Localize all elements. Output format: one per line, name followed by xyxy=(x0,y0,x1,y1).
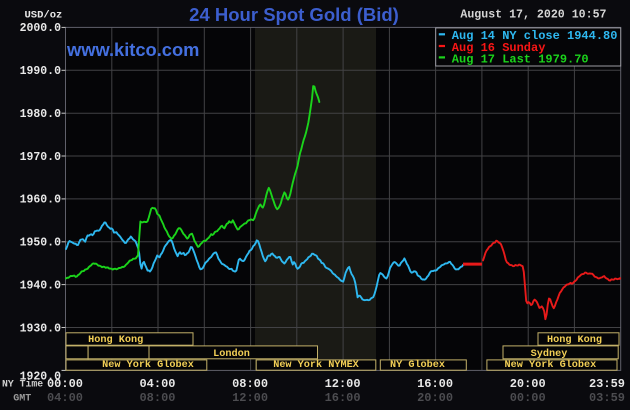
svg-text:NY Time: NY Time xyxy=(2,378,43,389)
svg-text:Aug 16 Sunday: Aug 16 Sunday xyxy=(452,41,546,55)
svg-text:1970.0: 1970.0 xyxy=(20,151,62,164)
svg-text:20:00: 20:00 xyxy=(510,377,546,391)
svg-text:August 17, 2020 10:57: August 17, 2020 10:57 xyxy=(460,8,606,21)
svg-text:08:00: 08:00 xyxy=(232,377,268,391)
svg-text:04:00: 04:00 xyxy=(47,391,83,405)
svg-text:12:00: 12:00 xyxy=(325,377,361,391)
svg-text:Hong Kong: Hong Kong xyxy=(547,335,602,346)
svg-text:1980.0: 1980.0 xyxy=(20,108,62,121)
svg-text:1930.0: 1930.0 xyxy=(20,322,62,335)
svg-text:16:00: 16:00 xyxy=(417,377,453,391)
svg-text:London: London xyxy=(213,348,250,360)
svg-text:1940.0: 1940.0 xyxy=(20,279,62,292)
svg-text:Sydney: Sydney xyxy=(531,348,568,360)
svg-text:www.kitco.com: www.kitco.com xyxy=(66,39,199,60)
svg-text:00:00: 00:00 xyxy=(510,391,546,405)
svg-text:12:00: 12:00 xyxy=(232,391,268,405)
svg-text:GMT: GMT xyxy=(13,393,31,404)
svg-text:1950.0: 1950.0 xyxy=(20,237,62,250)
svg-text:1960.0: 1960.0 xyxy=(20,194,62,207)
svg-text:23:59: 23:59 xyxy=(589,377,625,391)
svg-text:Hong Kong: Hong Kong xyxy=(88,335,143,346)
svg-text:1990.0: 1990.0 xyxy=(20,65,62,78)
svg-text:New York Globex: New York Globex xyxy=(505,359,597,371)
svg-text:16:00: 16:00 xyxy=(325,391,361,405)
svg-text:1920.0: 1920.0 xyxy=(20,370,62,383)
svg-text:08:00: 08:00 xyxy=(139,391,175,405)
svg-text:NY Globex: NY Globex xyxy=(390,359,445,371)
svg-text:00:00: 00:00 xyxy=(47,377,83,391)
svg-text:04:00: 04:00 xyxy=(139,377,175,391)
svg-text:20:00: 20:00 xyxy=(417,391,453,405)
svg-text:24 Hour Spot Gold (Bid): 24 Hour Spot Gold (Bid) xyxy=(189,4,399,25)
svg-text:New York Globex: New York Globex xyxy=(102,359,194,371)
svg-text:03:59: 03:59 xyxy=(589,391,625,405)
svg-text:Aug 14 NY close 1944.80: Aug 14 NY close 1944.80 xyxy=(452,29,618,43)
svg-text:USD/oz: USD/oz xyxy=(25,9,63,21)
svg-text:2000.0: 2000.0 xyxy=(20,22,62,35)
svg-text:Aug 17 Last 1979.70: Aug 17 Last 1979.70 xyxy=(452,52,589,66)
svg-text:New York NYMEX: New York NYMEX xyxy=(273,359,359,371)
